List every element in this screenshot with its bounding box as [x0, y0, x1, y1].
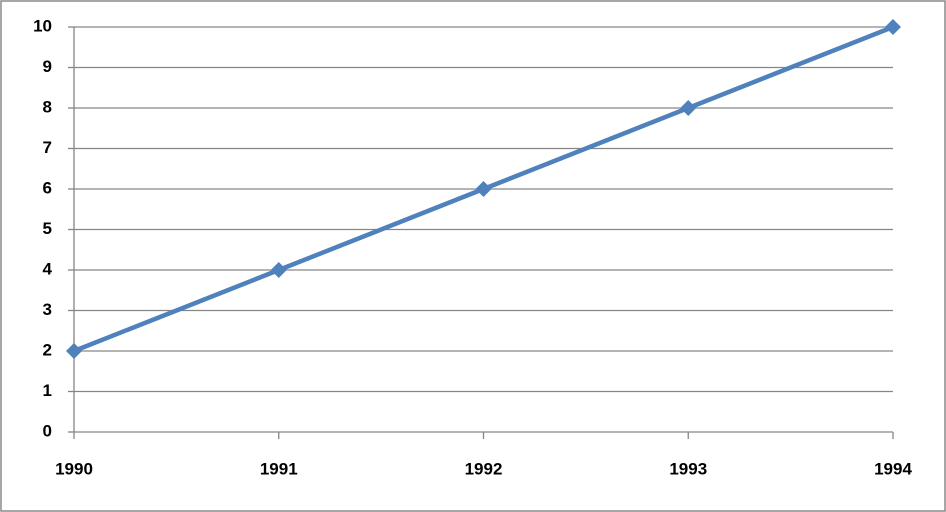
y-tick-label: 4	[43, 259, 53, 278]
y-tick-label: 10	[33, 16, 52, 35]
data-marker	[475, 181, 492, 197]
x-tick-label: 1992	[465, 459, 503, 478]
y-tick-label: 3	[43, 300, 52, 319]
data-marker	[66, 343, 82, 359]
y-tick-label: 9	[43, 57, 52, 76]
y-tick-label: 0	[43, 421, 52, 440]
y-tick-label: 6	[43, 178, 52, 197]
y-tick-label: 8	[43, 97, 52, 116]
x-tick-label: 1991	[260, 459, 298, 478]
y-tick-label: 2	[43, 340, 52, 359]
y-tick-label: 7	[43, 138, 52, 157]
data-marker	[680, 100, 697, 116]
y-tick-label: 5	[43, 219, 52, 238]
x-tick-label: 1990	[55, 459, 93, 478]
x-tick-label: 1994	[874, 459, 912, 478]
data-marker	[270, 262, 287, 278]
data-marker	[885, 19, 901, 35]
x-tick-label: 1993	[669, 459, 707, 478]
y-tick-label: 1	[43, 381, 52, 400]
